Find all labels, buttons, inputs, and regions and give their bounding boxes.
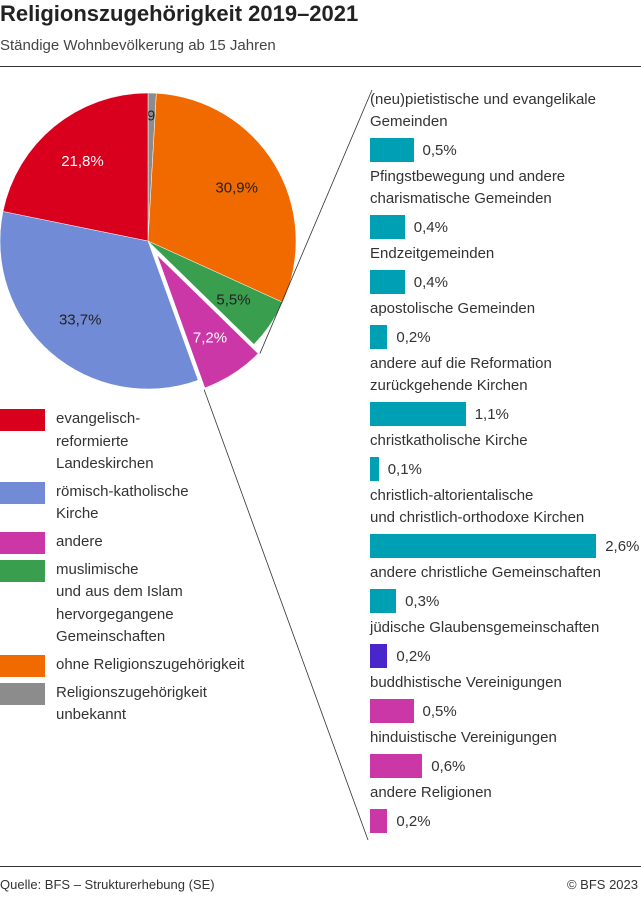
source-note: Quelle: BFS – Strukturerhebung (SE)	[0, 877, 215, 892]
bar-category-label: andere auf die Reformation zurückgehende…	[370, 355, 552, 394]
pie-slice	[147, 92, 297, 303]
bar	[370, 215, 405, 239]
bar-value-label: 0,2%	[396, 647, 431, 665]
bar-value-label: 0,4%	[413, 273, 448, 291]
legend-label: ohne Religionszugehörigkeit	[56, 655, 245, 673]
bar-value-label: 0,3%	[405, 592, 440, 610]
bar-category-label: apostolische Gemeinden	[370, 300, 536, 317]
legend-label: römisch-katholische Kirche	[56, 482, 189, 523]
bar	[370, 699, 414, 723]
bar-value-label: 0,5%	[422, 141, 457, 159]
bar-chart-andere-breakdown: (neu)pietistische und evangelikale Gemei…	[370, 89, 641, 837]
bar	[370, 809, 388, 833]
bar-row: christlich-altorientalische und christli…	[370, 485, 641, 558]
bar-value-label: 0,6%	[431, 757, 466, 775]
bar-category-label: Endzeitgemeinden	[370, 245, 495, 262]
bar-value-label: 0,2%	[396, 812, 431, 830]
bar	[370, 754, 423, 778]
bar-value-label: 2,6%	[605, 537, 640, 555]
bar-value-label: 1,1%	[474, 405, 509, 423]
legend-swatch	[0, 409, 45, 431]
bar-row: Endzeitgemeinden 0,4%	[370, 243, 641, 294]
footer-divider	[0, 866, 641, 867]
bar-row: (neu)pietistische und evangelikale Gemei…	[370, 89, 641, 162]
bar	[370, 270, 405, 294]
bar-row: Pfingstbewegung und andere charismatisch…	[370, 166, 641, 239]
bar-row: buddhistische Vereinigungen 0,5%	[370, 672, 641, 723]
legend-swatch	[0, 682, 45, 705]
bar	[370, 589, 397, 613]
bar-category-label: christkatholische Kirche	[370, 432, 528, 449]
legend-item: ohne Religionszugehörigkeit	[0, 654, 300, 677]
bar-row: andere christliche Gemeinschaften 0,3%	[370, 562, 641, 613]
legend-item: Religionszugehörigkeit unbekannt	[0, 682, 300, 727]
bar-category-label: hinduistische Vereinigungen	[370, 729, 557, 746]
pie-chart: 0,9%30,9%5,5%7,2%33,7%21,8%	[0, 89, 373, 841]
pie-slice	[0, 211, 199, 390]
legend-label: Religionszugehörigkeit unbekannt	[56, 683, 207, 724]
bar-category-label: christlich-altorientalische und christli…	[370, 487, 585, 526]
legend-item: evangelisch- reformierte Landeskirchen	[0, 409, 300, 476]
pie-slice-label: 33,7%	[59, 311, 102, 328]
legend-swatch	[0, 654, 45, 677]
legend-item: muslimische und aus dem Islam hervorgega…	[0, 559, 300, 649]
bar-row: andere Religionen 0,2%	[370, 782, 641, 833]
legend-swatch	[0, 531, 45, 554]
bar-value-label: 0,5%	[422, 702, 457, 720]
bar-category-label: jüdische Glaubensgemeinschaften	[370, 619, 600, 636]
chart-title: Religionszugehörigkeit 2019–2021	[0, 1, 359, 26]
bar-value-label: 0,2%	[396, 328, 431, 346]
bar-row: andere auf die Reformation zurückgehende…	[370, 353, 641, 426]
pie-slice-label: 21,8%	[61, 153, 104, 170]
legend-item: römisch-katholische Kirche	[0, 481, 300, 526]
connector-line	[259, 89, 373, 354]
bar	[370, 644, 388, 668]
copyright: © BFS 2023	[566, 877, 638, 892]
bar-row: jüdische Glaubensgemeinschaften 0,2%	[370, 617, 641, 668]
bar-row: hinduistische Vereinigungen 0,6%	[370, 727, 641, 778]
bar-category-label: andere Religionen	[370, 784, 492, 801]
bar-row: apostolische Gemeinden 0,2%	[370, 298, 641, 349]
legend-item: andere	[0, 531, 300, 554]
bar-value-label: 0,1%	[387, 460, 422, 478]
bar-row: christkatholische Kirche 0,1%	[370, 430, 641, 481]
legend-swatch	[0, 559, 45, 582]
connector-line	[203, 389, 369, 841]
bar-value-label: 0,4%	[413, 218, 448, 236]
pie-slice-label: 30,9%	[215, 179, 258, 196]
bar	[370, 402, 466, 426]
bar	[370, 457, 379, 481]
chart-subtitle: Ständige Wohnbevölkerung ab 15 Jahren	[0, 37, 276, 54]
pie-legend: evangelisch- reformierte Landeskirchen rö…	[0, 409, 300, 733]
bar-category-label: (neu)pietistische und evangelikale Gemei…	[370, 91, 596, 130]
pie-slice-label: 5,5%	[216, 292, 250, 309]
pie-slice	[2, 92, 149, 242]
pie-slice-label: 7,2%	[193, 329, 227, 346]
legend-label: evangelisch- reformierte Landeskirchen	[56, 410, 154, 472]
bar-category-label: Pfingstbewegung und andere charismatisch…	[370, 168, 566, 207]
bar-category-label: buddhistische Vereinigungen	[370, 674, 562, 691]
legend-swatch	[0, 481, 45, 504]
pie-slice	[147, 240, 284, 345]
legend-label: andere	[56, 532, 103, 550]
bar-category-label: andere christliche Gemeinschaften	[370, 564, 601, 581]
bar	[370, 325, 388, 349]
header-divider	[0, 66, 641, 67]
legend-label: muslimische und aus dem Islam hervorgega…	[56, 560, 183, 646]
bar	[370, 534, 597, 558]
bar	[370, 138, 414, 162]
